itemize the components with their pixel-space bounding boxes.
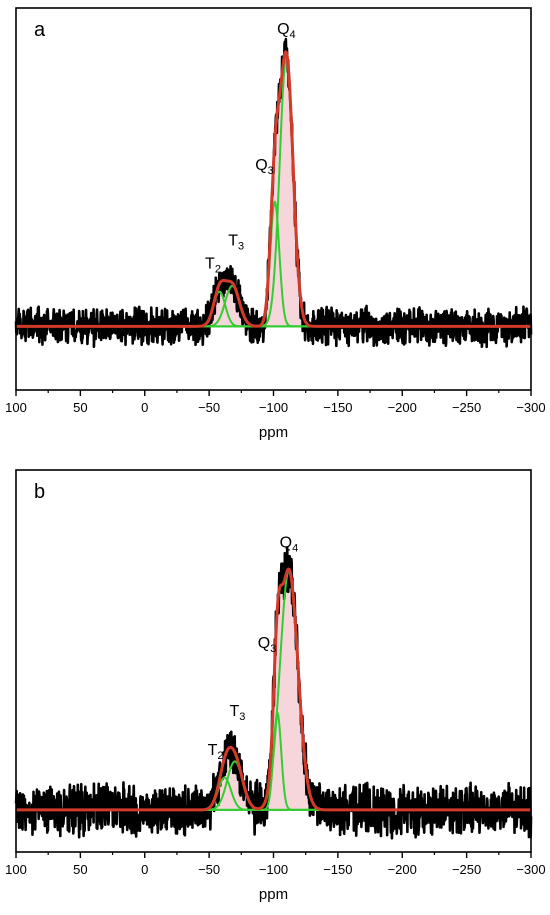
x-tick-label: −250 xyxy=(452,862,481,877)
panel-label: a xyxy=(34,19,46,41)
x-tick-label: −300 xyxy=(516,400,545,415)
x-tick-label: 0 xyxy=(141,862,148,877)
fit-envelope-line xyxy=(16,50,531,328)
peak-annotation-t2: T2 xyxy=(208,742,224,762)
peak-annotation-q3: Q3 xyxy=(255,157,274,177)
peak-annotation-q4: Q4 xyxy=(277,21,296,41)
x-tick-label: −150 xyxy=(323,862,352,877)
spectrum-panel-a: 100 50 0 −50 −100 −150 −200 −250 −300 ppm a T2 T3 Q3 Q… xyxy=(5,7,546,441)
x-tick-label: 100 xyxy=(5,862,27,877)
x-tick-label: −100 xyxy=(259,400,288,415)
x-tick-label: −50 xyxy=(198,862,220,877)
peak-annotation-q4: Q4 xyxy=(280,535,299,555)
x-tick-label: −200 xyxy=(388,400,417,415)
x-tick-label: 50 xyxy=(73,862,87,877)
x-tick-label: −200 xyxy=(388,862,417,877)
x-tick-label: −100 xyxy=(259,862,288,877)
peak-annotation-t3: T3 xyxy=(228,232,244,252)
x-tick-label: −300 xyxy=(516,862,545,877)
peak-annotation-q3: Q3 xyxy=(258,635,277,655)
x-tick-label: 0 xyxy=(141,400,148,415)
peak-annotation-t2: T2 xyxy=(205,255,221,275)
x-tick-label: −250 xyxy=(452,400,481,415)
x-tick-label: −150 xyxy=(323,400,352,415)
x-tick-label: −50 xyxy=(198,400,220,415)
x-axis-label: ppm xyxy=(259,886,288,903)
peak-annotation-t3: T3 xyxy=(229,703,245,723)
panel-label: b xyxy=(34,481,45,503)
x-axis-label: ppm xyxy=(259,424,288,441)
x-tick-label: 50 xyxy=(73,400,87,415)
fit-envelope-line xyxy=(16,567,531,812)
x-tick-label: 100 xyxy=(5,400,27,415)
